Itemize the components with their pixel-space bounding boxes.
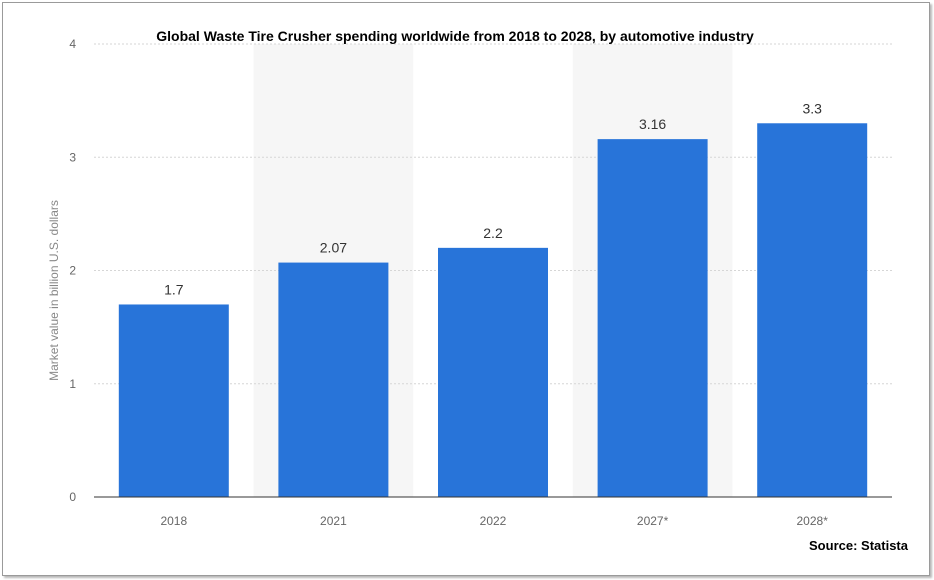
x-tick-label: 2022: [480, 514, 507, 528]
x-tick-label: 2027*: [637, 514, 669, 528]
bar: [278, 262, 389, 497]
y-tick-label: 3: [69, 150, 76, 164]
x-tick-label: 2028*: [797, 514, 829, 528]
x-tick-label: 2018: [160, 514, 187, 528]
x-tick-label: 2021: [320, 514, 347, 528]
bar: [597, 139, 708, 497]
chart-title: Global Waste Tire Crusher spending world…: [156, 28, 754, 44]
y-tick-label: 2: [69, 264, 76, 278]
value-label: 3.3: [802, 100, 822, 116]
source-label: Source: Statista: [809, 538, 908, 553]
bars: [118, 123, 868, 498]
bar: [438, 247, 548, 497]
bar: [118, 304, 229, 497]
y-axis-ticks: 0 1 2 3 4: [69, 37, 76, 504]
y-tick-label: 0: [69, 490, 76, 504]
value-label: 3.16: [639, 116, 666, 132]
value-label: 2.07: [320, 240, 347, 256]
y-tick-label: 1: [69, 377, 76, 391]
bar: [757, 123, 868, 498]
value-labels: 1.7 2.07 2.2 3.16 3.3: [164, 100, 822, 297]
value-label: 2.2: [483, 225, 503, 241]
value-label: 1.7: [164, 281, 184, 297]
x-axis-ticks: 2018 2021 2022 2027* 2028*: [160, 514, 828, 528]
y-axis-label: Market value in billion U.S. dollars: [47, 200, 61, 381]
y-tick-label: 4: [69, 37, 76, 51]
